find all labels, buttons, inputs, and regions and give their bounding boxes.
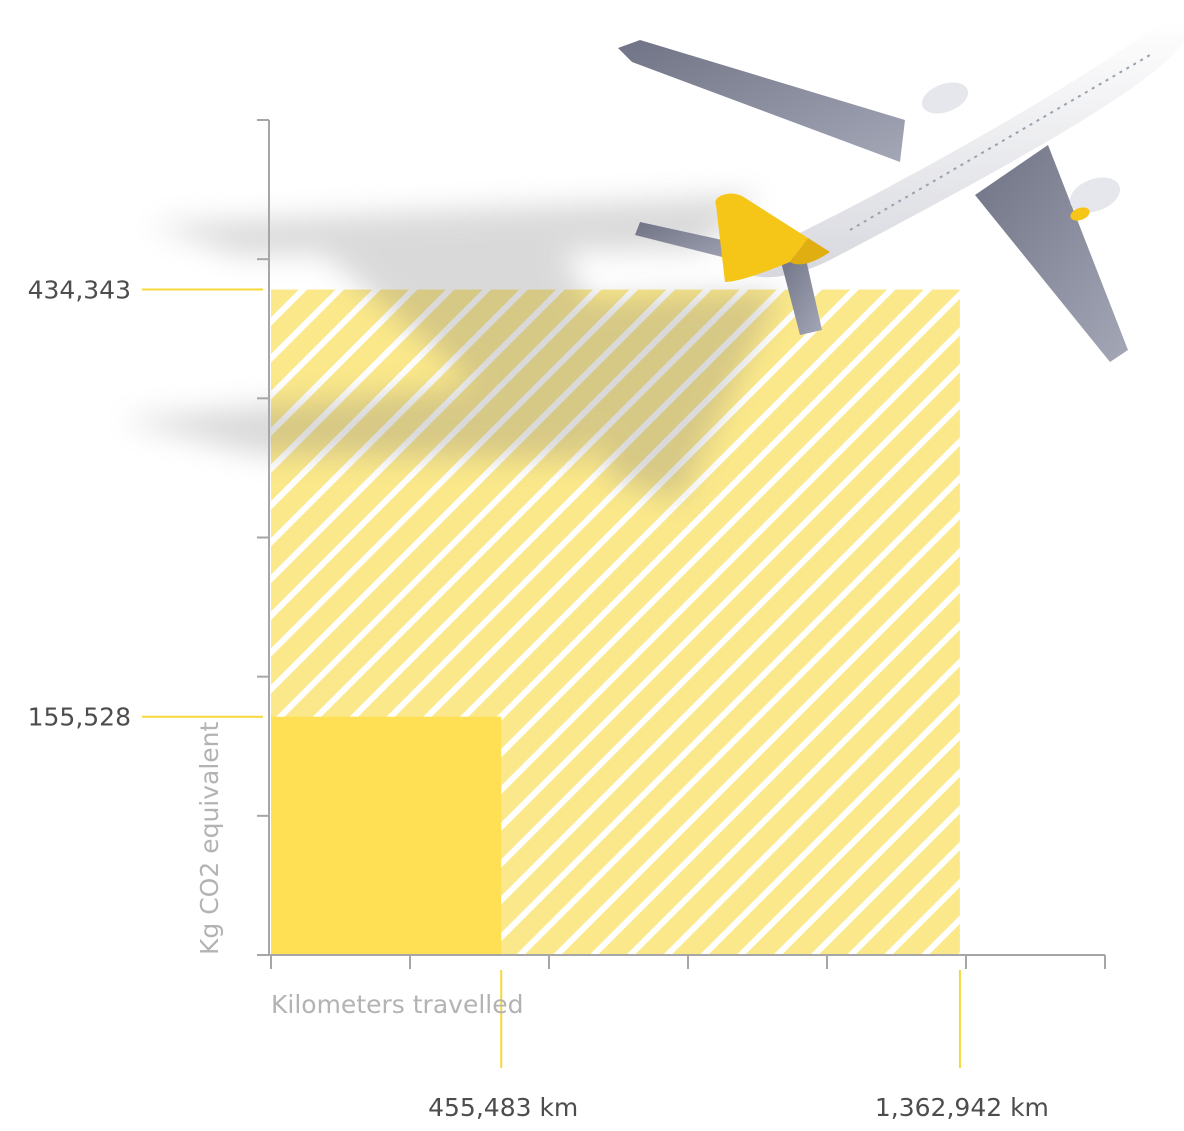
x-value-label: 455,483 km (428, 1093, 578, 1122)
x-axis-title: Kilometers travelled (271, 990, 523, 1019)
airplane-icon (618, 19, 1184, 362)
axes (257, 119, 1106, 969)
y-axis-title: Kg CO2 equivalent (195, 721, 224, 955)
x-value-label: 1,362,942 km (875, 1093, 1049, 1122)
airplane-shadow (120, 195, 780, 500)
value-labels: 155,528 455,483 km 434,343 1,362,942 km (28, 276, 1049, 1122)
y-value-label: 434,343 (28, 276, 131, 305)
value-leaders (142, 288, 961, 1068)
y-value-label: 155,528 (28, 703, 131, 732)
area-solid (271, 716, 502, 955)
